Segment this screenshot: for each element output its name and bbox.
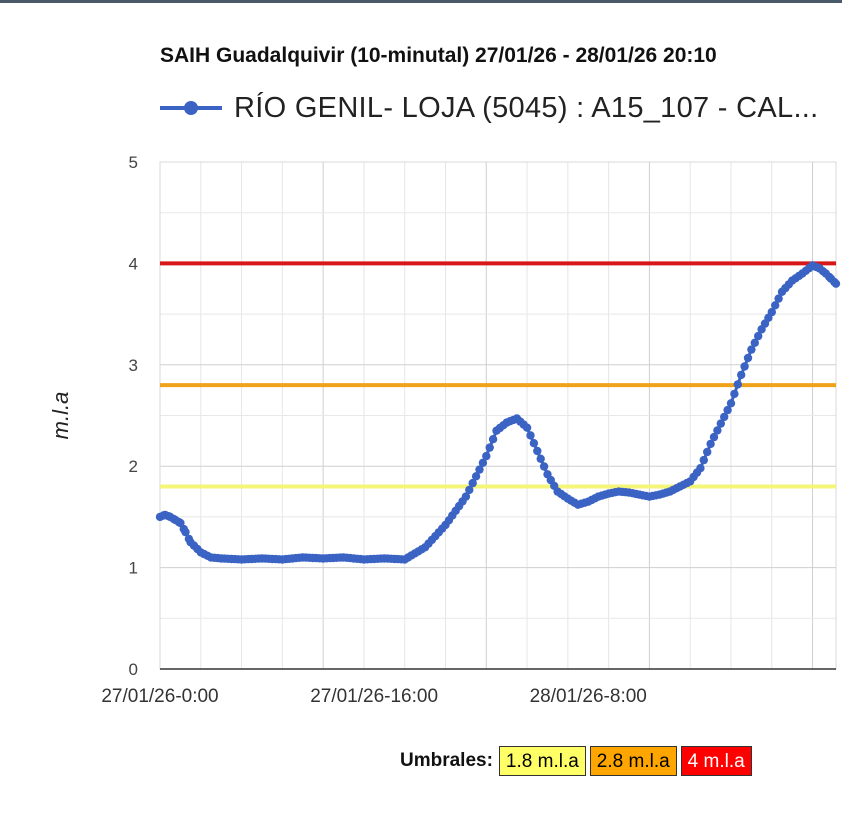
series-point: [696, 464, 705, 473]
series-point: [526, 431, 535, 440]
x-tick-label: 27/01/26-0:00: [101, 686, 218, 707]
y-tick-label: 4: [129, 254, 138, 273]
series-point: [743, 353, 753, 363]
series-point: [475, 465, 484, 474]
series-point: [471, 472, 481, 481]
series-point: [468, 478, 477, 488]
series-line: [159, 263, 838, 561]
series-point: [488, 435, 498, 444]
series-point: [485, 443, 494, 452]
series-point: [465, 485, 474, 495]
series-point: [529, 439, 539, 448]
series-point: [740, 362, 749, 371]
series-point: [726, 399, 736, 408]
series-point: [713, 426, 722, 435]
chart-title: SAIH Guadalquivir (10-minutal) 27/01/26 …: [160, 44, 717, 67]
series-point: [754, 331, 763, 341]
series-point: [703, 447, 712, 457]
y-tick-label: 2: [129, 457, 138, 476]
series-point: [720, 412, 729, 422]
series-point: [723, 405, 732, 415]
legend[interactable]: RÍO GENIL- LOJA (5045) : A15_107 - CAL..…: [160, 88, 819, 128]
series-point: [716, 419, 725, 428]
thresholds-legend: Umbrales: 1.8 m.l.a 2.8 m.l.a 4 m.l.a: [400, 744, 756, 778]
series-point: [699, 455, 708, 465]
threshold-box-4: 4 m.l.a: [680, 746, 752, 776]
series-point: [750, 338, 759, 347]
top-border: [0, 0, 842, 3]
threshold-box-1-8: 1.8 m.l.a: [498, 746, 586, 776]
series-point: [747, 345, 756, 354]
series-point: [539, 462, 549, 471]
series-point: [522, 423, 532, 432]
series-point: [181, 527, 190, 537]
thresholds-label: Umbrales:: [400, 750, 493, 771]
y-tick-label: 3: [129, 356, 138, 375]
series-point: [706, 439, 715, 449]
series-point: [533, 446, 542, 456]
series-point: [831, 279, 841, 288]
series-point: [478, 458, 488, 467]
legend-series-label: RÍO GENIL- LOJA (5045) : A15_107 - CAL..…: [234, 91, 819, 124]
x-tick-label: 27/01/26-16:00: [310, 686, 438, 707]
y-tick-label: 1: [129, 559, 138, 578]
series-point: [536, 454, 545, 463]
series-point: [482, 451, 491, 461]
series-point: [709, 432, 719, 442]
series-point: [767, 307, 776, 317]
series-point: [176, 518, 185, 528]
series-point: [733, 380, 742, 389]
legend-series-marker-icon: [160, 98, 222, 118]
x-tick-label: 28/01/26-8:00: [530, 686, 647, 707]
y-axis-title: m.l.a: [48, 392, 73, 440]
series-point: [461, 492, 471, 501]
y-tick-label: 5: [129, 153, 138, 172]
y-tick-label: 0: [129, 660, 138, 679]
series-point: [774, 294, 783, 303]
series-point: [737, 370, 746, 380]
series-point: [771, 301, 780, 310]
series-point: [730, 389, 739, 399]
threshold-box-2-8: 2.8 m.l.a: [589, 746, 677, 776]
